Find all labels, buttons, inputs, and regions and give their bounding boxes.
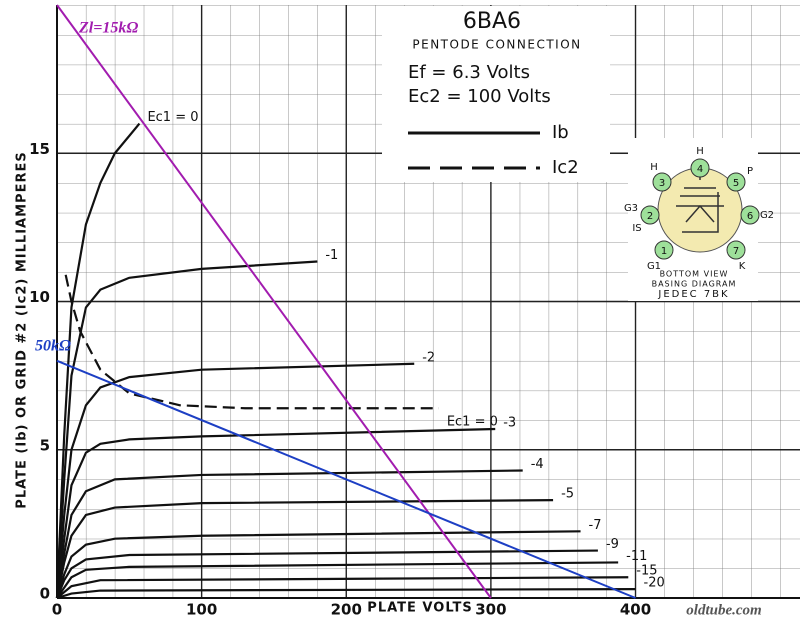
pin-number: 3 bbox=[659, 178, 665, 189]
load-line bbox=[56, 4, 492, 599]
y-axis-label: PLATE (Ib) OR GRID #2 (Ic2) MILLIAMPERES bbox=[15, 151, 30, 508]
curve bbox=[55, 260, 318, 599]
pin bbox=[740, 205, 760, 225]
curve bbox=[55, 122, 141, 599]
pin-number: 4 bbox=[697, 164, 703, 175]
basing-caption: JEDEC 7BK bbox=[657, 289, 729, 300]
curve-label: -7 bbox=[589, 518, 602, 533]
curve-label: -4 bbox=[531, 457, 544, 472]
pin-label: IS bbox=[632, 223, 641, 234]
pin-label: H bbox=[650, 162, 658, 173]
pin-number: 7 bbox=[733, 246, 739, 257]
watermark: oldtube.com bbox=[686, 602, 761, 618]
curve bbox=[55, 427, 496, 599]
y-tick-label: 0 bbox=[40, 585, 50, 603]
load-line-label: 50kΩ bbox=[35, 337, 71, 354]
curve-label: -20 bbox=[644, 576, 665, 591]
pin bbox=[690, 158, 710, 178]
curve bbox=[64, 274, 439, 410]
title-box bbox=[382, 6, 610, 182]
curve bbox=[56, 588, 636, 600]
pin-label: K bbox=[739, 261, 746, 272]
curve bbox=[55, 530, 581, 599]
pin-number: 2 bbox=[647, 211, 653, 222]
curve-label: -15 bbox=[636, 564, 657, 579]
curve bbox=[56, 561, 619, 599]
x-tick-label: 100 bbox=[186, 601, 217, 619]
curve-label: -5 bbox=[561, 487, 574, 502]
curve-label: -2 bbox=[422, 350, 435, 365]
annotation: Ec2 = 100 Volts bbox=[408, 86, 551, 107]
x-tick-label: 0 bbox=[52, 601, 62, 619]
curve-label: Ec1 = 0 bbox=[147, 110, 198, 125]
annotation: Ef = 6.3 Volts bbox=[408, 62, 530, 83]
curve-label: -1 bbox=[325, 248, 338, 263]
pin-label: G3 bbox=[624, 203, 638, 214]
legend-label: Ic2 bbox=[552, 157, 579, 178]
x-tick-label: 200 bbox=[331, 601, 362, 619]
y-tick-label: 5 bbox=[40, 436, 50, 454]
curve-label: -3 bbox=[503, 415, 516, 430]
pin bbox=[652, 172, 672, 192]
curve-label: -9 bbox=[606, 537, 619, 552]
pin bbox=[654, 240, 674, 260]
load-line bbox=[56, 359, 636, 599]
pin-label: G2 bbox=[760, 210, 774, 221]
curve-label: Ec1 = 0 bbox=[447, 415, 498, 430]
y-tick-label: 15 bbox=[29, 140, 50, 158]
pin bbox=[726, 172, 746, 192]
pin-label: H bbox=[696, 146, 704, 157]
curve bbox=[56, 576, 629, 599]
curve bbox=[55, 362, 415, 599]
curve-label: -11 bbox=[626, 549, 647, 564]
pin-number: 6 bbox=[747, 211, 753, 222]
x-tick-label: 300 bbox=[475, 601, 506, 619]
curve bbox=[55, 469, 523, 599]
pin bbox=[640, 205, 660, 225]
y-tick-label: 10 bbox=[29, 288, 50, 306]
pin-label: G1 bbox=[647, 261, 661, 272]
basing-caption: BOTTOM VIEW bbox=[660, 270, 729, 279]
pin-label: P bbox=[747, 166, 753, 177]
chart-title: 6BA6 bbox=[463, 9, 521, 34]
chart-subtitle: PENTODE CONNECTION bbox=[412, 38, 581, 52]
pin-number: 5 bbox=[733, 178, 739, 189]
x-tick-label: 400 bbox=[620, 601, 651, 619]
x-axis-label: PLATE VOLTS bbox=[367, 601, 472, 616]
curve bbox=[55, 499, 554, 599]
pin-number: 1 bbox=[661, 246, 667, 257]
legend-label: Ib bbox=[552, 122, 569, 143]
pin bbox=[726, 240, 746, 260]
load-line-label: Zl=15kΩ bbox=[78, 20, 138, 37]
basing-caption: BASING DIAGRAM bbox=[652, 280, 737, 289]
curve bbox=[55, 549, 598, 599]
